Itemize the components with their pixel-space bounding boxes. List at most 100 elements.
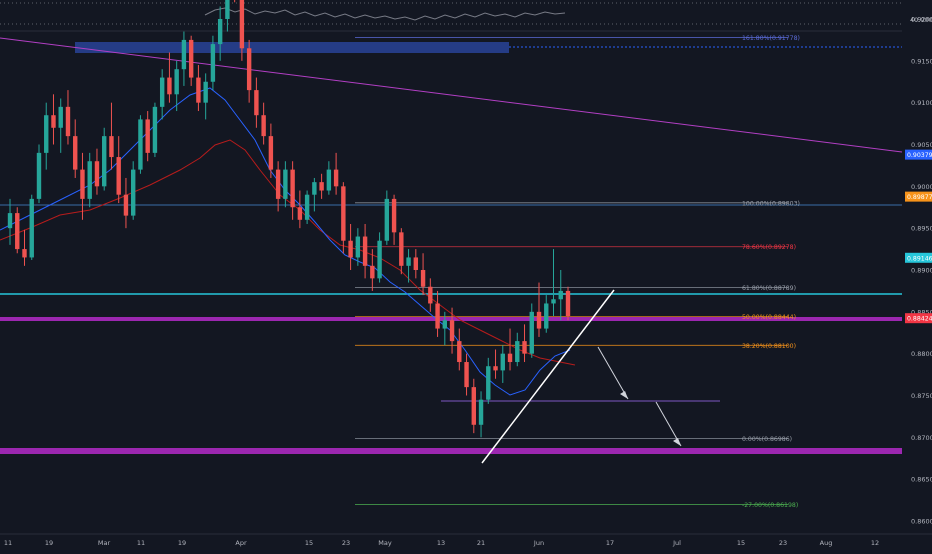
candle — [457, 328, 462, 371]
candle — [145, 111, 150, 162]
candle — [210, 35, 216, 91]
x-tick-label: 23 — [342, 539, 350, 547]
candle — [435, 290, 440, 337]
candle-body — [152, 106, 158, 153]
candle — [565, 286, 571, 321]
x-tick-label: 11 — [4, 539, 12, 547]
candle — [29, 194, 34, 260]
candle — [413, 249, 419, 279]
x-tick-label: Mar — [98, 539, 111, 547]
candle-body — [167, 77, 172, 95]
candle-body — [109, 136, 114, 158]
candle-body — [558, 290, 563, 300]
candle — [551, 249, 556, 317]
candle — [239, 0, 245, 61]
candle — [428, 278, 433, 312]
candle — [196, 65, 201, 112]
candle-body — [551, 299, 556, 304]
candle — [558, 270, 563, 321]
x-tick-label: 21 — [477, 539, 485, 547]
candle-body — [225, 0, 230, 19]
candle-body — [239, 0, 245, 49]
candle — [464, 353, 469, 396]
candle-body — [203, 81, 208, 103]
candle-body — [391, 198, 397, 233]
candle — [7, 198, 13, 245]
candle-body — [15, 213, 20, 250]
candle — [384, 190, 390, 245]
candle-body — [515, 341, 520, 363]
candle — [203, 73, 208, 120]
candle — [493, 349, 498, 379]
x-tick-label: Jul — [672, 539, 681, 547]
candle — [522, 324, 527, 363]
fib-level: 0.00%(0.86986) — [355, 436, 792, 443]
candle — [123, 177, 129, 229]
candle-body — [544, 303, 549, 329]
candle-body — [254, 90, 259, 116]
candle — [15, 207, 20, 254]
price-tag-label: 0.90379 — [907, 152, 932, 159]
candle — [333, 152, 339, 195]
price-tag-label: 0.89877 — [907, 194, 932, 201]
candle — [116, 136, 121, 204]
candle-body — [471, 387, 476, 425]
candle — [246, 39, 252, 103]
fib-level-label: 78.60%(0.89278) — [742, 244, 796, 251]
rising-trendline — [481, 289, 615, 464]
candle-body — [283, 169, 288, 199]
candle-body — [319, 182, 324, 191]
candle-body — [464, 362, 469, 388]
price-tag-label: 0.89146 — [907, 255, 932, 262]
candle — [275, 161, 281, 212]
candle — [109, 102, 114, 170]
candle — [261, 102, 266, 145]
candle-body — [145, 119, 150, 153]
candle-body — [529, 311, 534, 354]
x-tick-label: 23 — [779, 539, 787, 547]
candle-body — [174, 69, 179, 95]
candle-body — [58, 106, 63, 128]
candle — [22, 229, 27, 266]
candle — [341, 182, 346, 254]
candle-body — [181, 39, 187, 70]
candle-body — [370, 265, 375, 279]
candle — [536, 282, 542, 337]
fib-level: -27.00%(0.86198) — [355, 502, 798, 509]
candle-body — [312, 182, 317, 195]
candle — [500, 345, 505, 383]
price-tag: 0.90379 — [905, 149, 932, 160]
candle-body — [210, 44, 216, 82]
candle-body — [486, 366, 491, 400]
candle-body — [22, 249, 27, 258]
candle — [297, 190, 303, 229]
x-tick-label: 11 — [137, 539, 145, 547]
x-tick-label: Jun — [533, 539, 544, 547]
candle — [486, 357, 491, 404]
candle-body — [102, 136, 107, 187]
arrow-head-icon — [620, 391, 628, 399]
x-tick-label: Apr — [235, 539, 247, 547]
fib-level-label: 0.00%(0.86986) — [742, 436, 792, 443]
candle — [217, 6, 223, 61]
candle-body — [326, 169, 332, 191]
candle-body — [449, 320, 455, 342]
candle-body — [333, 169, 339, 187]
candle-body — [355, 236, 361, 258]
price-tag-background — [905, 252, 932, 263]
candle-body — [196, 77, 201, 103]
fib-level: 78.60%(0.89278) — [355, 244, 796, 251]
candle — [44, 102, 49, 170]
candle — [130, 161, 136, 220]
candle-body — [44, 115, 49, 153]
candle — [254, 77, 259, 128]
candle-body — [261, 115, 266, 137]
x-tick-label: 12 — [871, 539, 879, 547]
